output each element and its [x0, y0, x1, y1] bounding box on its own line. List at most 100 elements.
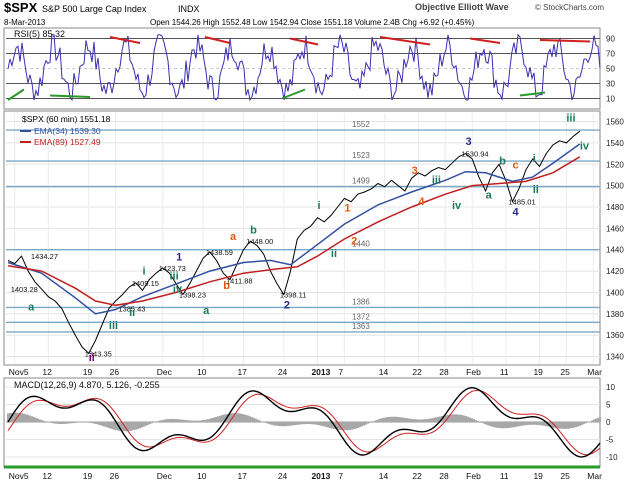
price-x-label: 19	[533, 367, 543, 377]
wave-label: ii	[533, 184, 539, 196]
level-label: 1523	[352, 151, 370, 160]
macd-x-label: 7	[338, 471, 343, 481]
macd-x-label: Feb	[466, 471, 481, 481]
ema34-legend: EMA(34) 1539.30	[34, 126, 101, 136]
rsi-divergence	[204, 36, 231, 44]
rsi-tick: 70	[606, 50, 615, 59]
wave-label: 3	[465, 136, 471, 148]
rsi-divergence	[281, 88, 306, 100]
price-tick: 1480	[606, 203, 624, 212]
wave-label: a	[486, 189, 493, 201]
macd-tick: -10	[606, 453, 618, 462]
macd-signal-line	[7, 389, 601, 456]
wave-label: 1	[176, 251, 182, 263]
macd-x-label: 11	[500, 471, 509, 481]
price-x-label: 25	[560, 367, 570, 377]
macd-x-label: 22	[412, 471, 422, 481]
macd-tick: 0	[606, 418, 611, 427]
macd-label: MACD(12,26,9) 4.870, 5.126, -0.255	[14, 380, 160, 390]
price-tick: 1340	[606, 353, 624, 362]
rsi-divergence	[7, 88, 25, 101]
level-label: 1552	[352, 120, 370, 129]
wave-label: ii	[129, 307, 135, 319]
wave-label: iv	[173, 283, 183, 295]
price-x-label: Feb	[466, 367, 481, 377]
rsi-divergence	[289, 37, 319, 46]
price-tick: 1420	[606, 267, 624, 276]
wave-label: c	[513, 160, 519, 172]
rsi-tick: 30	[606, 80, 615, 89]
rsi-divergence	[379, 36, 431, 46]
rsi-tick: 10	[606, 95, 615, 104]
macd-line	[7, 386, 601, 458]
rsi-tick: 90	[606, 35, 615, 44]
wave-label: 4	[418, 196, 425, 208]
ema34-line	[7, 143, 581, 315]
price-tick: 1460	[606, 224, 624, 233]
price-legend: $SPX (60 min) 1551.18	[22, 114, 111, 124]
wave-label: b	[223, 280, 230, 292]
wave-label: iii	[109, 320, 118, 332]
macd-x-label: 17	[237, 471, 247, 481]
rsi-divergence	[49, 94, 91, 98]
macd-x-label: 14	[379, 471, 389, 481]
macd-x-label: Mar	[587, 471, 602, 481]
wave-label: i	[317, 200, 320, 212]
wave-label: i	[143, 265, 146, 277]
macd-x-label: 26	[110, 471, 120, 481]
price-annotation: 1448.00	[246, 237, 273, 246]
price-panel	[3, 110, 601, 366]
macd-x-label: 2013	[311, 471, 330, 481]
macd-x-label: 19	[533, 471, 543, 481]
wave-label: b	[250, 225, 257, 237]
price-tick: 1440	[606, 246, 624, 255]
macd-tick: -5	[606, 436, 614, 445]
macd-x-label: Nov5	[9, 471, 29, 481]
price-series-line	[7, 130, 581, 355]
ema89-line	[7, 156, 581, 307]
level-label: 1499	[352, 177, 370, 186]
price-x-label: 19	[83, 367, 93, 377]
wave-label: iii	[432, 174, 441, 186]
price-x-label: 17	[237, 367, 247, 377]
wave-label: i	[533, 153, 536, 165]
level-label: 1386	[352, 297, 370, 306]
level-label: 1363	[352, 322, 370, 331]
price-annotation: 1398.11	[280, 291, 307, 300]
wave-label: 2	[284, 299, 290, 311]
price-annotation: 1423.73	[159, 264, 186, 273]
price-tick: 1360	[606, 331, 624, 340]
wave-label: iii	[169, 271, 178, 283]
price-x-label: 22	[412, 367, 422, 377]
price-x-label: 28	[439, 367, 449, 377]
wave-label: 3	[412, 165, 418, 177]
price-tick: 1520	[606, 160, 624, 169]
price-annotation: 1398.23	[179, 291, 206, 300]
wave-label: a	[203, 305, 210, 317]
macd-x-label: 10	[197, 471, 207, 481]
price-x-label: 26	[110, 367, 120, 377]
price-annotation: 1485.01	[509, 198, 536, 207]
macd-x-label: 12	[42, 471, 52, 481]
price-annotation: 1409.15	[132, 279, 159, 288]
wave-label: b	[499, 155, 506, 167]
macd-tick: 10	[606, 383, 615, 392]
wave-label: ii	[89, 352, 95, 364]
date: 8-Mar-2013	[4, 18, 46, 27]
price-x-label: 24	[278, 367, 288, 377]
macd-x-label: 25	[560, 471, 570, 481]
macd-x-label: 24	[278, 471, 288, 481]
wave-label: iii	[566, 113, 575, 125]
price-x-label: 10	[197, 367, 207, 377]
wave-label: iv	[452, 200, 462, 212]
wave-label: 4	[513, 207, 520, 219]
price-tick: 1500	[606, 182, 624, 191]
macd-x-label: 28	[439, 471, 449, 481]
price-annotation: 1438.59	[206, 248, 233, 257]
price-annotation: 1530.94	[461, 150, 488, 159]
wave-label: a	[230, 231, 237, 243]
rsi-divergence	[109, 36, 141, 44]
price-x-label: 2013	[311, 367, 330, 377]
wave-label: iv	[580, 140, 590, 152]
price-x-label: Nov5	[9, 367, 29, 377]
